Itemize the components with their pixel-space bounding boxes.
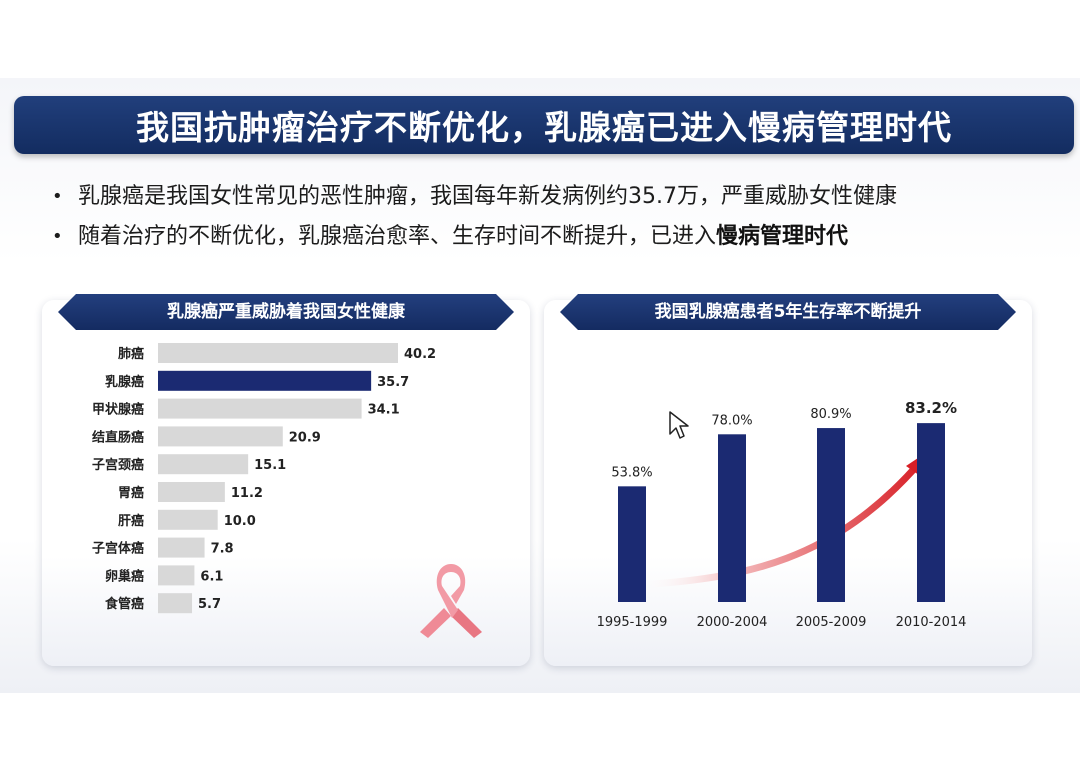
value-label: 35.7 bbox=[377, 375, 409, 390]
bar-甲状腺癌 bbox=[158, 398, 362, 419]
survival-chart-title: 我国乳腺癌患者5年生存率不断提升 bbox=[654, 302, 922, 322]
page-title: 我国抗肿瘤治疗不断优化，乳腺癌已进入慢病管理时代 bbox=[136, 108, 952, 147]
bullet-text: 乳腺癌是我国女性常见的恶性肿瘤，我国每年新发病例约35.7万，严重威胁女性健康 bbox=[78, 184, 897, 209]
incidence-panel-header: 乳腺癌严重威胁着我国女性健康 bbox=[58, 294, 514, 330]
pink-ribbon-icon bbox=[420, 564, 482, 638]
x-tick-label: 2000-2004 bbox=[697, 615, 768, 630]
value-label: 11.2 bbox=[231, 486, 263, 501]
survival-bar-chart: 53.8% 1995-1999 78.0% 2000-2004 80.9% 2005-20… bbox=[597, 399, 967, 630]
bullet-item-1: • 乳腺癌是我国女性常见的恶性肿瘤，我国每年新发病例约35.7万，严重威胁女性健… bbox=[50, 178, 1060, 218]
bar-结直肠癌 bbox=[158, 426, 283, 447]
x-tick-label: 2005-2009 bbox=[796, 615, 867, 630]
category-label: 肺癌 bbox=[118, 346, 144, 362]
value-label: 5.7 bbox=[198, 597, 221, 612]
panel-header-shape bbox=[560, 294, 1016, 330]
value-label: 7.8 bbox=[211, 542, 234, 557]
bar-子宫颈癌 bbox=[158, 454, 249, 475]
title-banner: 我国抗肿瘤治疗不断优化，乳腺癌已进入慢病管理时代 bbox=[14, 96, 1074, 154]
value-label: 15.1 bbox=[254, 458, 286, 473]
bar-2010-2014 bbox=[917, 423, 945, 602]
value-label: 83.2% bbox=[905, 399, 957, 417]
category-label: 结直肠癌 bbox=[92, 429, 144, 445]
value-label: 6.1 bbox=[200, 569, 223, 584]
bar-肝癌 bbox=[158, 509, 218, 530]
survival-panel: 我国乳腺癌患者5年生存率不断提升 53.8% 1995-1999 78.0% 2000… bbox=[544, 294, 1032, 666]
value-label: 78.0% bbox=[711, 413, 752, 428]
value-label: 10.0 bbox=[224, 514, 256, 529]
category-label: 肝癌 bbox=[118, 513, 144, 529]
bar-2005-2009 bbox=[817, 428, 845, 602]
mouse-cursor-icon bbox=[669, 411, 689, 439]
value-label: 34.1 bbox=[368, 403, 400, 418]
incidence-chart-title: 乳腺癌严重威胁着我国女性健康 bbox=[167, 302, 405, 322]
bullet-dot: • bbox=[52, 226, 63, 247]
category-label: 卵巢癌 bbox=[105, 568, 144, 584]
category-label: 子宫体癌 bbox=[92, 541, 144, 557]
category-label: 食管癌 bbox=[105, 596, 144, 612]
incidence-bar-chart: 肺癌 40.2 乳腺癌 35.7 甲状腺癌 34.1 结直肠癌 20.9 子宫颈癌 15.1 胃癌 1… bbox=[92, 343, 436, 614]
value-label: 80.9% bbox=[810, 407, 851, 422]
bar-2000-2004 bbox=[718, 434, 746, 602]
x-tick-label: 2010-2014 bbox=[896, 615, 967, 630]
category-label: 子宫颈癌 bbox=[92, 457, 144, 473]
value-label: 53.8% bbox=[611, 465, 652, 480]
bullet-emphasis: 慢病管理时代 bbox=[716, 224, 849, 249]
survival-panel-header: 我国乳腺癌患者5年生存率不断提升 bbox=[560, 294, 1016, 330]
x-tick-label: 1995-1999 bbox=[597, 615, 668, 630]
incidence-panel: 乳腺癌严重威胁着我国女性健康 肺癌 40.2 乳腺癌 35.7 甲状腺癌 34.1 结直肠癌… bbox=[42, 294, 530, 666]
bar-食管癌 bbox=[158, 593, 193, 614]
bar-乳腺癌 bbox=[158, 370, 372, 391]
bullet-dot: • bbox=[52, 186, 63, 207]
value-label: 40.2 bbox=[404, 347, 436, 362]
category-label: 胃癌 bbox=[118, 485, 144, 501]
bullet-list: • 乳腺癌是我国女性常见的恶性肿瘤，我国每年新发病例约35.7万，严重威胁女性健… bbox=[50, 178, 1060, 258]
trend-arrow-icon bbox=[636, 456, 926, 589]
bullet-item-2: • 随着治疗的不断优化，乳腺癌治愈率、生存时间不断提升，已进入慢病管理时代 bbox=[50, 218, 1060, 258]
bar-胃癌 bbox=[158, 482, 225, 502]
bar-卵巢癌 bbox=[158, 565, 195, 586]
panel-header-shape bbox=[58, 294, 514, 330]
category-label: 乳腺癌 bbox=[105, 374, 144, 390]
bar-肺癌 bbox=[158, 343, 398, 363]
category-label: 甲状腺癌 bbox=[92, 402, 144, 418]
bar-子宫体癌 bbox=[158, 537, 205, 558]
bar-1995-1999 bbox=[618, 486, 646, 602]
value-label: 20.9 bbox=[289, 430, 321, 445]
bullet-text: 随着治疗的不断优化，乳腺癌治愈率、生存时间不断提升，已进入 bbox=[78, 224, 717, 249]
